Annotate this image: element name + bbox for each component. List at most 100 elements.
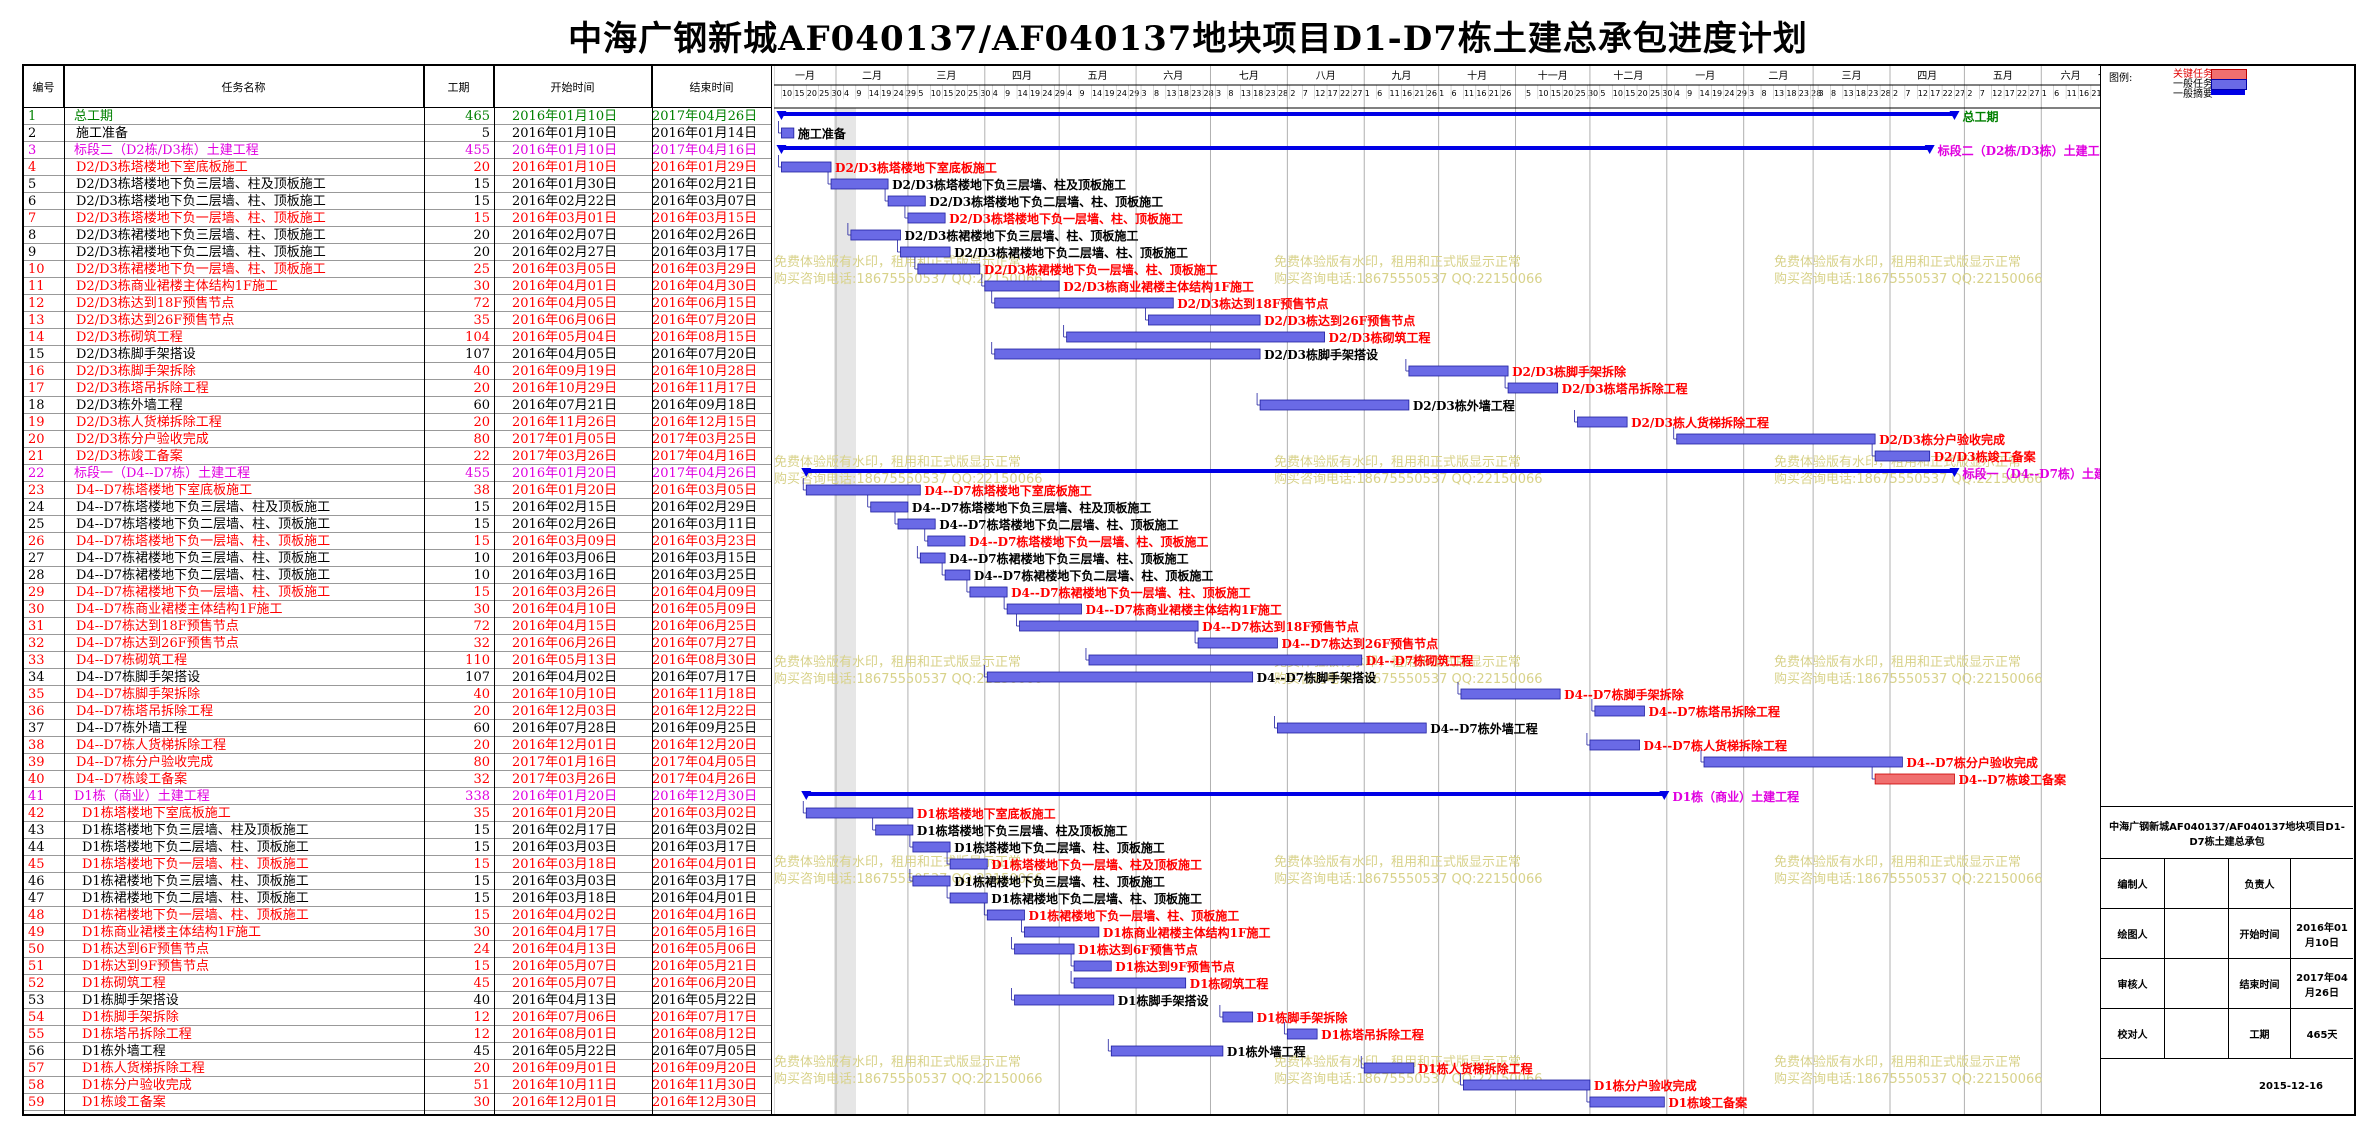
- day-label: 20: [807, 89, 817, 98]
- row-name: D2/D3栋塔楼地下负一层墙、柱、顶板施工: [76, 211, 326, 226]
- watermark-text: 免费体验版有水印，租用和正式版显示正常: [774, 654, 1021, 670]
- bar-label: D2/D3栋分户验收完成: [1879, 432, 2005, 447]
- checker-value: [2165, 959, 2229, 1009]
- row-id: 28: [28, 568, 45, 583]
- row-id: 1: [28, 109, 37, 124]
- table-row[interactable]: 36 D4--D7栋塔吊拆除工程 20 2016年12月03日 2016年12月22日: [24, 703, 772, 720]
- col-duration-header[interactable]: 工期: [424, 66, 494, 108]
- row-duration: 15: [473, 194, 490, 209]
- task-bar: [1019, 620, 1199, 632]
- table-row[interactable]: 49 D1栋商业裙楼主体结构1F施工 30 2016年04月17日 2016年05月16…: [24, 924, 772, 941]
- table-row[interactable]: 53 D1栋脚手架搭设 40 2016年04月13日 2016年05月22日: [24, 992, 772, 1009]
- table-row[interactable]: 57 D1栋人货梯拆除工程 20 2016年09月01日 2016年09月20日: [24, 1060, 772, 1077]
- table-row[interactable]: 38 D4--D7栋人货梯拆除工程 20 2016年12月01日 2016年12月20日: [24, 737, 772, 754]
- table-row[interactable]: 51 D1栋达到9F预售节点 15 2016年05月07日 2016年05月21日: [24, 958, 772, 975]
- table-row[interactable]: 37 D4--D7栋外墙工程 60 2016年07月28日 2016年09月25日: [24, 720, 772, 737]
- row-end: 2016年06月20日: [652, 976, 758, 991]
- table-row[interactable]: 40 D4--D7栋竣工备案 32 2017年03月26日 2017年04月26日: [24, 771, 772, 788]
- row-end: 2016年06月15日: [652, 296, 758, 311]
- table-row[interactable]: 18 D2/D3栋外墙工程 60 2016年07月21日 2016年09月18日: [24, 397, 772, 414]
- bar-label: D1栋分户验收完成: [1594, 1078, 1697, 1093]
- table-row[interactable]: 2 施工准备 5 2016年01月10日 2016年01月14日: [24, 125, 772, 142]
- table-row[interactable]: 55 D1栋塔吊拆除工程 12 2016年08月01日 2016年08月12日: [24, 1026, 772, 1043]
- table-row[interactable]: 14 D2/D3栋砌筑工程 104 2016年05月04日 2016年08月15日: [24, 329, 772, 346]
- table-row[interactable]: 52 D1栋砌筑工程 45 2016年05月07日 2016年06月20日: [24, 975, 772, 992]
- col-start-header[interactable]: 开始时间: [494, 66, 652, 108]
- bar-label: D2/D3栋塔吊拆除工程: [1562, 381, 1688, 396]
- table-row[interactable]: 8 D2/D3栋裙楼地下负三层墙、柱、顶板施工 20 2016年02月07日 2016年…: [24, 227, 772, 244]
- table-row[interactable]: 24 D4--D7栋塔楼地下负三层墙、柱及顶板施工 15 2016年02月15日 201…: [24, 499, 772, 516]
- task-bar: [994, 348, 1261, 360]
- day-label: 24: [894, 89, 904, 98]
- table-row[interactable]: 54 D1栋脚手架拆除 12 2016年07月06日 2016年07月17日: [24, 1009, 772, 1026]
- table-row[interactable]: 32 D4--D7栋达到26F预售节点 32 2016年06月26日 2016年07月2…: [24, 635, 772, 652]
- table-row[interactable]: 50 D1栋达到6F预售节点 24 2016年04月13日 2016年05月06日: [24, 941, 772, 958]
- row-duration: 15: [473, 891, 490, 906]
- table-row[interactable]: 31 D4--D7栋达到18F预售节点 72 2016年04月15日 2016年06月2…: [24, 618, 772, 635]
- table-row[interactable]: 39 D4--D7栋分户验收完成 80 2017年01月16日 2017年04月05日: [24, 754, 772, 771]
- table-row[interactable]: 1 总工期 465 2016年01月10日 2017年04月26日: [24, 108, 772, 125]
- watermark-text: 免费体验版有水印，租用和正式版显示正常: [1774, 254, 2021, 270]
- bar-label: D4--D7栋塔楼地下室底板施工: [924, 483, 1091, 498]
- table-row[interactable]: 44 D1栋塔楼地下负二层墙、柱、顶板施工 15 2016年03月03日 2016年03…: [24, 839, 772, 856]
- table-row[interactable]: 28 D4--D7栋裙楼地下负二层墙、柱、顶板施工 10 2016年03月16日 201…: [24, 567, 772, 584]
- table-row[interactable]: 58 D1栋分户验收完成 51 2016年10月11日 2016年11月30日: [24, 1077, 772, 1094]
- table-row[interactable]: 19 D2/D3栋人货梯拆除工程 20 2016年11月26日 2016年12月15日: [24, 414, 772, 431]
- row-end: 2016年10月28日: [652, 364, 758, 379]
- table-row[interactable]: 47 D1栋裙楼地下负二层墙、柱、顶板施工 15 2016年03月18日 2016年04…: [24, 890, 772, 907]
- table-row[interactable]: 13 D2/D3栋达到26F预售节点 35 2016年06月06日 2016年07月20…: [24, 312, 772, 329]
- row-divider: [24, 396, 772, 397]
- table-row[interactable]: 22 标段一（D4--D7栋）土建工程 455 2016年01月20日 2017年04月…: [24, 465, 772, 482]
- table-row[interactable]: 17 D2/D3栋塔吊拆除工程 20 2016年10月29日 2016年11月17日: [24, 380, 772, 397]
- table-row[interactable]: 59 D1栋竣工备案 30 2016年12月01日 2016年12月30日: [24, 1094, 772, 1111]
- table-row[interactable]: 9 D2/D3栋裙楼地下负二层墙、柱、顶板施工 20 2016年02月27日 2016年…: [24, 244, 772, 261]
- col-id-header[interactable]: 编号: [24, 66, 64, 108]
- table-row[interactable]: 29 D4--D7栋裙楼地下负一层墙、柱、顶板施工 15 2016年03月26日 201…: [24, 584, 772, 601]
- table-row[interactable]: 16 D2/D3栋脚手架拆除 40 2016年09月19日 2016年10月28日: [24, 363, 772, 380]
- table-row[interactable]: 7 D2/D3栋塔楼地下负一层墙、柱、顶板施工 15 2016年03月01日 2016年…: [24, 210, 772, 227]
- day-label: 28: [1204, 89, 1214, 98]
- table-row[interactable]: 43 D1栋塔楼地下负三层墙、柱及顶板施工 15 2016年02月17日 2016年03…: [24, 822, 772, 839]
- col-name-header[interactable]: 任务名称: [64, 66, 424, 108]
- table-row[interactable]: 33 D4--D7栋砌筑工程 110 2016年05月13日 2016年08月30日: [24, 652, 772, 669]
- row-divider: [24, 192, 772, 193]
- col-end-header[interactable]: 结束时间: [652, 66, 772, 108]
- bar-label: D1栋达到6F预售节点: [1078, 942, 1198, 957]
- table-row[interactable]: 21 D2/D3栋竣工备案 22 2017年03月26日 2017年04月16日: [24, 448, 772, 465]
- table-row[interactable]: 10 D2/D3栋裙楼地下负一层墙、柱、顶板施工 25 2016年03月05日 2016…: [24, 261, 772, 278]
- row-name: D4--D7栋人货梯拆除工程: [76, 738, 227, 753]
- table-row[interactable]: 12 D2/D3栋达到18F预售节点 72 2016年04月05日 2016年06月15…: [24, 295, 772, 312]
- table-row[interactable]: 56 D1栋外墙工程 45 2016年05月22日 2016年07月05日: [24, 1043, 772, 1060]
- table-row[interactable]: 41 D1栋（商业）土建工程 338 2016年01月20日 2016年12月30日: [24, 788, 772, 805]
- row-start: 2016年12月03日: [512, 704, 618, 719]
- task-table: 编号 任务名称 工期 开始时间 结束时间 1 总工期 465 2016年01月10日 2…: [24, 66, 772, 1114]
- table-row[interactable]: 45 D1栋塔楼地下负一层墙、柱、顶板施工 15 2016年03月18日 2016年04…: [24, 856, 772, 873]
- table-row[interactable]: 26 D4--D7栋塔楼地下负一层墙、柱、顶板施工 15 2016年03月09日 201…: [24, 533, 772, 550]
- row-divider: [24, 328, 772, 329]
- table-row[interactable]: 48 D1栋裙楼地下负一层墙、柱、顶板施工 15 2016年04月02日 2016年04…: [24, 907, 772, 924]
- row-duration: 15: [473, 177, 490, 192]
- table-row[interactable]: 11 D2/D3栋商业裙楼主体结构1F施工 30 2016年04月01日 2016年04…: [24, 278, 772, 295]
- table-row[interactable]: 25 D4--D7栋塔楼地下负二层墙、柱、顶板施工 15 2016年02月26日 201…: [24, 516, 772, 533]
- bar-label: D4--D7栋达到18F预售节点: [1202, 619, 1359, 634]
- table-row[interactable]: 6 D2/D3栋塔楼地下负二层墙、柱、顶板施工 15 2016年02月22日 2016年…: [24, 193, 772, 210]
- table-row[interactable]: 5 D2/D3栋塔楼地下负三层墙、柱及顶板施工 15 2016年01月30日 2016年…: [24, 176, 772, 193]
- table-row[interactable]: 30 D4--D7栋商业裙楼主体结构1F施工 30 2016年04月10日 2016年0…: [24, 601, 772, 618]
- task-bar: [944, 569, 971, 581]
- table-row[interactable]: 42 D1栋塔楼地下室底板施工 35 2016年01月20日 2016年03月02日: [24, 805, 772, 822]
- row-duration: 20: [473, 738, 490, 753]
- row-duration: 20: [473, 1061, 490, 1076]
- table-row[interactable]: 34 D4--D7栋脚手架搭设 107 2016年04月02日 2016年07月17日: [24, 669, 772, 686]
- row-duration: 15: [473, 908, 490, 923]
- table-row[interactable]: 20 D2/D3栋分户验收完成 80 2017年01月05日 2017年03月25日: [24, 431, 772, 448]
- row-id: 42: [28, 806, 45, 821]
- table-row[interactable]: 35 D4--D7栋脚手架拆除 40 2016年10月10日 2016年11月18日: [24, 686, 772, 703]
- row-divider: [24, 855, 772, 856]
- table-row[interactable]: 3 标段二（D2栋/D3栋）土建工程 455 2016年01月10日 2017年04月1…: [24, 142, 772, 159]
- bar-label: D4--D7栋塔吊拆除工程: [1648, 704, 1779, 719]
- table-row[interactable]: 4 D2/D3栋塔楼地下室底板施工 20 2016年01月10日 2016年01月29日: [24, 159, 772, 176]
- table-row[interactable]: 27 D4--D7栋裙楼地下负三层墙、柱、顶板施工 10 2016年03月06日 201…: [24, 550, 772, 567]
- table-row[interactable]: 15 D2/D3栋脚手架搭设 107 2016年04月05日 2016年07月20日: [24, 346, 772, 363]
- table-row[interactable]: 46 D1栋裙楼地下负三层墙、柱、顶板施工 15 2016年03月03日 2016年03…: [24, 873, 772, 890]
- table-row[interactable]: 23 D4--D7栋塔楼地下室底板施工 38 2016年01月20日 2016年03月0…: [24, 482, 772, 499]
